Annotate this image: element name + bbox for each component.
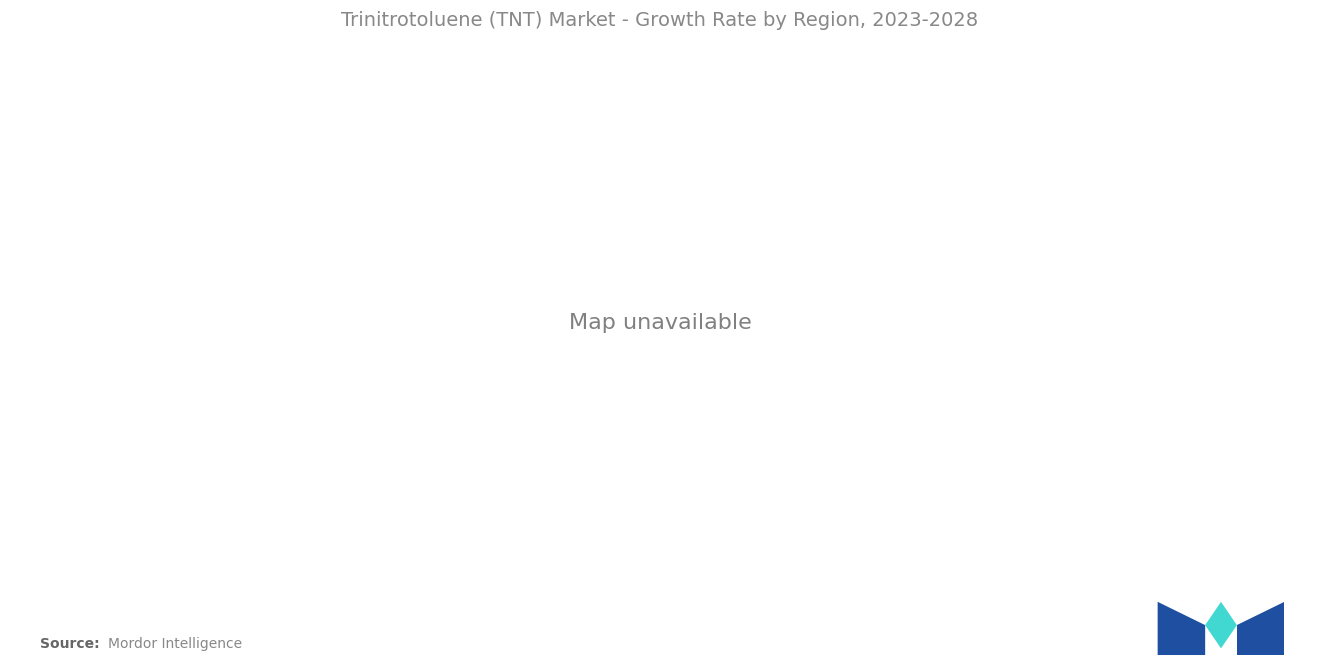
Polygon shape [1205, 602, 1237, 648]
Polygon shape [1237, 602, 1284, 655]
Polygon shape [1158, 602, 1205, 655]
Text: Mordor Intelligence: Mordor Intelligence [108, 637, 243, 652]
Text: Map unavailable: Map unavailable [569, 313, 751, 332]
Title: Trinitrotoluene (TNT) Market - Growth Rate by Region, 2023-2028: Trinitrotoluene (TNT) Market - Growth Ra… [342, 11, 978, 30]
Text: Source:: Source: [40, 637, 99, 652]
